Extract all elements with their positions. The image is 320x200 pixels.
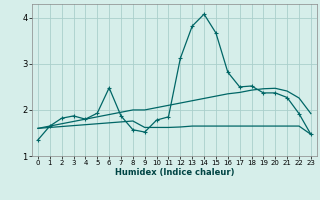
X-axis label: Humidex (Indice chaleur): Humidex (Indice chaleur)	[115, 168, 234, 177]
